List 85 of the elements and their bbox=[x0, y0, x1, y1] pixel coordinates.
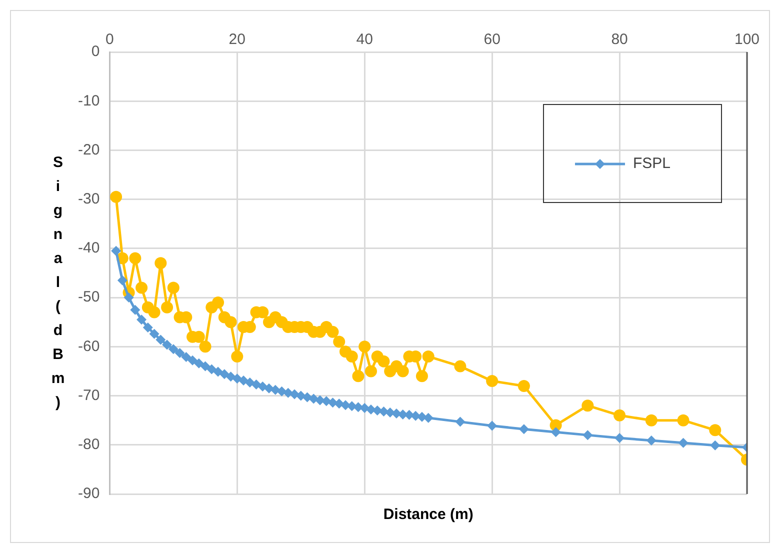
point bbox=[333, 336, 346, 348]
x-tick-label: 40 bbox=[356, 31, 373, 48]
point bbox=[129, 252, 142, 264]
point bbox=[455, 416, 466, 427]
point bbox=[264, 383, 274, 394]
x-tick-label: 80 bbox=[611, 31, 628, 48]
y-tick-label: -30 bbox=[78, 190, 100, 208]
point bbox=[308, 394, 319, 404]
point bbox=[162, 340, 172, 350]
point bbox=[174, 348, 185, 358]
y-tick-label: -60 bbox=[78, 338, 100, 355]
point bbox=[677, 414, 690, 426]
text: Signal (dBm) bbox=[51, 154, 65, 412]
point bbox=[423, 412, 434, 423]
point bbox=[148, 306, 160, 318]
point bbox=[614, 409, 626, 422]
point bbox=[678, 438, 688, 448]
point bbox=[117, 275, 128, 286]
x-axis-title: Distance (m) bbox=[383, 506, 474, 524]
point bbox=[518, 424, 529, 434]
point bbox=[231, 350, 244, 362]
point bbox=[188, 355, 198, 366]
y-tick-label: -50 bbox=[78, 288, 100, 306]
point bbox=[226, 372, 236, 382]
point bbox=[416, 370, 428, 382]
y-tick-label: -20 bbox=[78, 141, 100, 158]
point bbox=[167, 282, 180, 294]
point bbox=[136, 314, 147, 325]
point bbox=[614, 433, 625, 444]
y-tick-label: 0 bbox=[91, 43, 100, 60]
point bbox=[213, 366, 224, 377]
y-tick-label: -90 bbox=[78, 485, 100, 502]
point bbox=[212, 296, 224, 308]
point bbox=[194, 358, 204, 368]
point bbox=[219, 369, 230, 380]
point bbox=[149, 328, 160, 339]
point bbox=[518, 380, 530, 392]
point bbox=[582, 430, 593, 440]
point bbox=[326, 326, 339, 338]
point bbox=[161, 301, 174, 314]
point bbox=[124, 292, 134, 303]
point bbox=[582, 400, 594, 412]
point bbox=[709, 424, 722, 436]
point bbox=[111, 246, 122, 256]
point bbox=[454, 360, 466, 372]
x-tick-label: 60 bbox=[484, 31, 500, 48]
point bbox=[352, 370, 364, 382]
legend-label: FSPL bbox=[633, 155, 671, 172]
y-tick-label: -80 bbox=[78, 436, 100, 454]
point bbox=[224, 316, 237, 328]
point bbox=[244, 378, 255, 388]
point bbox=[206, 364, 217, 374]
y-tick-label: -70 bbox=[78, 386, 100, 404]
point bbox=[110, 190, 122, 203]
point bbox=[251, 379, 262, 390]
point bbox=[710, 440, 720, 450]
point bbox=[142, 322, 153, 333]
point bbox=[422, 350, 434, 362]
point bbox=[181, 352, 192, 362]
point bbox=[645, 414, 658, 426]
point bbox=[232, 374, 242, 384]
point bbox=[550, 427, 561, 438]
point bbox=[646, 435, 656, 446]
point bbox=[396, 365, 409, 378]
point bbox=[200, 361, 210, 372]
point bbox=[346, 350, 358, 362]
point bbox=[364, 365, 377, 378]
x-tick-label: 20 bbox=[228, 31, 246, 48]
point bbox=[168, 344, 178, 354]
point bbox=[199, 340, 212, 353]
point bbox=[486, 375, 498, 388]
point bbox=[378, 355, 390, 368]
point bbox=[136, 282, 148, 294]
point bbox=[290, 389, 300, 400]
point bbox=[487, 420, 498, 431]
point bbox=[154, 257, 167, 270]
x-tick-label: 100 bbox=[734, 31, 760, 48]
point bbox=[358, 340, 371, 353]
point bbox=[156, 334, 166, 345]
point bbox=[334, 398, 344, 409]
point bbox=[283, 388, 294, 398]
y-tick-label: -40 bbox=[78, 240, 100, 257]
y-tick-label: -10 bbox=[78, 92, 100, 110]
point bbox=[130, 304, 140, 315]
x-tick-label: 0 bbox=[106, 31, 114, 48]
